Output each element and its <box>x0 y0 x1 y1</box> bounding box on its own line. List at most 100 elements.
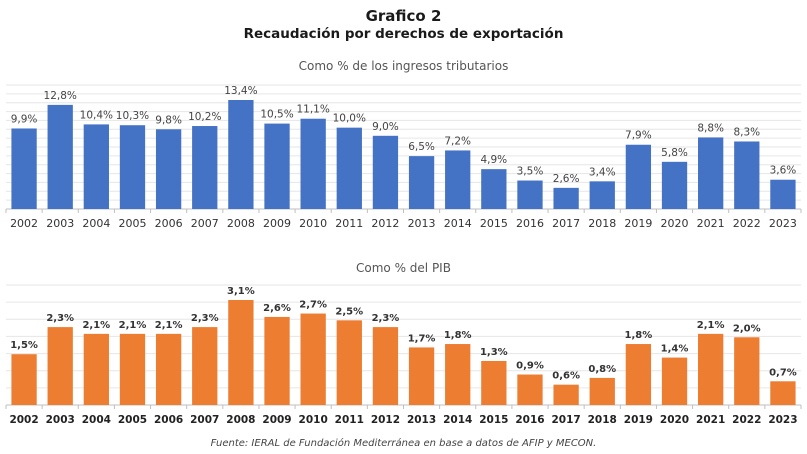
data-label: 1,3% <box>480 347 508 358</box>
x-tick-label: 2011 <box>335 414 364 426</box>
x-tick-label: 2004 <box>82 217 110 230</box>
x-tick-label: 2020 <box>660 414 689 426</box>
x-tick-label: 2009 <box>262 414 291 426</box>
data-label: 1,8% <box>625 330 653 341</box>
x-tick-label: 2016 <box>515 414 544 426</box>
bar-2003 <box>47 327 73 405</box>
data-label: 0,7% <box>769 367 797 378</box>
bottom-bar-chart: 1,5% 2002 2,3% 2003 2,1% 2004 2,1% 2005 2,1% 2006… <box>5 284 802 426</box>
x-tick-label: 2022 <box>733 217 761 230</box>
bar-2009 <box>264 316 290 405</box>
x-tick-label: 2010 <box>299 217 327 230</box>
bar-2013 <box>408 156 435 209</box>
data-label: 2,7% <box>299 300 327 311</box>
x-tick-label: 2017 <box>552 217 580 230</box>
bar-2007 <box>192 126 218 209</box>
x-tick-label: 2019 <box>624 217 652 230</box>
x-tick-label: 2003 <box>46 217 74 230</box>
x-tick-label: 2021 <box>696 414 725 426</box>
bar-2021 <box>698 137 724 209</box>
bar-2016 <box>517 374 543 405</box>
data-label: 9,9% <box>11 113 38 125</box>
bar-2012 <box>372 135 399 209</box>
data-label: 12,8% <box>44 90 77 102</box>
x-tick-label: 2016 <box>516 217 544 230</box>
bar-2018 <box>589 181 615 209</box>
data-label: 0,9% <box>516 361 544 372</box>
bar-2020 <box>661 357 688 405</box>
x-tick-label: 2018 <box>588 414 617 426</box>
data-label: 6,5% <box>408 141 435 153</box>
bar-2013 <box>408 347 435 405</box>
bar-2004 <box>83 124 109 209</box>
bar-2022 <box>734 337 760 405</box>
bar-2011 <box>336 127 362 209</box>
top-bar-chart: 9,9% 2002 12,8% 2003 10,4% 2004 10,3% 2005 9,8% 2… <box>5 84 802 230</box>
data-label: 2,6% <box>553 173 580 185</box>
x-tick-label: 2023 <box>769 217 797 230</box>
chart-subtitle: Recaudación por derechos de exportación <box>243 26 564 42</box>
data-label: 2,1% <box>697 320 725 331</box>
data-label: 1,7% <box>408 333 436 344</box>
data-label: 10,5% <box>260 109 293 121</box>
bar-2003 <box>47 104 73 209</box>
bar-2002 <box>11 128 37 209</box>
data-label: 5,8% <box>661 147 688 159</box>
x-tick-label: 2017 <box>551 414 580 426</box>
x-tick-label: 2007 <box>190 414 219 426</box>
x-tick-label: 2011 <box>335 217 363 230</box>
bar-2007 <box>192 327 218 405</box>
bar-2022 <box>734 141 760 209</box>
bar-2015 <box>481 169 507 209</box>
data-label: 10,0% <box>333 113 366 125</box>
x-tick-label: 2021 <box>697 217 725 230</box>
data-label: 3,6% <box>770 165 797 177</box>
x-tick-label: 2009 <box>263 217 291 230</box>
data-label: 2,1% <box>82 320 110 331</box>
bar-2012 <box>372 327 399 405</box>
data-label: 2,3% <box>191 313 219 324</box>
data-label: 7,2% <box>444 135 471 147</box>
data-label: 9,0% <box>372 121 399 133</box>
data-label: 13,4% <box>224 85 257 97</box>
x-tick-label: 2010 <box>299 414 328 426</box>
bar-2005 <box>119 125 146 209</box>
bar-2005 <box>119 333 146 405</box>
bar-2023 <box>770 381 796 405</box>
x-tick-label: 2008 <box>226 414 255 426</box>
x-tick-label: 2015 <box>479 414 508 426</box>
data-label: 1,5% <box>10 340 38 351</box>
chart-title: Grafico 2 <box>365 7 442 25</box>
bar-2023 <box>770 179 796 209</box>
data-label: 3,5% <box>517 166 544 178</box>
x-tick-label: 2006 <box>155 217 183 230</box>
data-label: 4,9% <box>480 154 507 166</box>
x-tick-label: 2002 <box>9 414 38 426</box>
data-label: 3,4% <box>589 166 616 178</box>
x-tick-label: 2014 <box>443 414 472 426</box>
data-label: 2,1% <box>155 320 183 331</box>
x-tick-label: 2003 <box>46 414 75 426</box>
x-tick-label: 2012 <box>371 217 399 230</box>
x-tick-label: 2018 <box>588 217 616 230</box>
x-tick-label: 2022 <box>732 414 761 426</box>
x-tick-label: 2004 <box>82 414 111 426</box>
x-tick-label: 2005 <box>118 414 147 426</box>
x-tick-label: 2012 <box>371 414 400 426</box>
x-tick-label: 2007 <box>191 217 219 230</box>
bar-2020 <box>661 161 688 209</box>
x-tick-label: 2013 <box>408 217 436 230</box>
data-label: 2,1% <box>119 320 147 331</box>
data-label: 2,3% <box>46 313 74 324</box>
bar-2014 <box>445 344 471 405</box>
x-tick-label: 2019 <box>624 414 653 426</box>
data-label: 7,9% <box>625 130 652 142</box>
x-tick-label: 2013 <box>407 414 436 426</box>
data-label: 0,8% <box>588 364 616 375</box>
x-tick-label: 2020 <box>661 217 689 230</box>
bar-2014 <box>445 150 471 209</box>
data-label: 11,1% <box>296 104 329 116</box>
data-label: 8,3% <box>733 126 760 138</box>
data-label: 10,4% <box>80 109 113 121</box>
